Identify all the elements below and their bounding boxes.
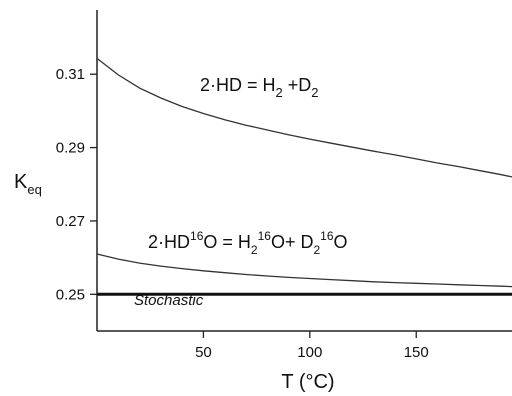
hd-equation-label: 2·HD = H2 +D2 [200, 75, 319, 100]
y-tick-label: 0.25 [56, 286, 85, 303]
series-layer [96, 57, 512, 296]
ticks: 0.25 0.27 0.29 0.31 50 100 150 [56, 66, 429, 361]
y-axis-title: Keq [14, 171, 42, 197]
x-tick-label: 50 [195, 344, 212, 361]
y-tick-label: 0.27 [56, 213, 85, 230]
x-tick-label: 150 [404, 344, 429, 361]
x-tick-label: 100 [297, 344, 322, 361]
hd-equilibrium-line [96, 57, 512, 178]
y-tick-label: 0.29 [56, 140, 85, 157]
plot-frame [96, 10, 512, 332]
hdo-equilibrium-line [96, 253, 512, 288]
y-tick-label: 0.31 [56, 66, 85, 83]
x-axis-title: T (°C) [281, 371, 334, 393]
hdo-equation-label: 2·HD16O = H216O+ D216O [148, 229, 348, 257]
stochastic-label: Stochastic [134, 292, 204, 309]
